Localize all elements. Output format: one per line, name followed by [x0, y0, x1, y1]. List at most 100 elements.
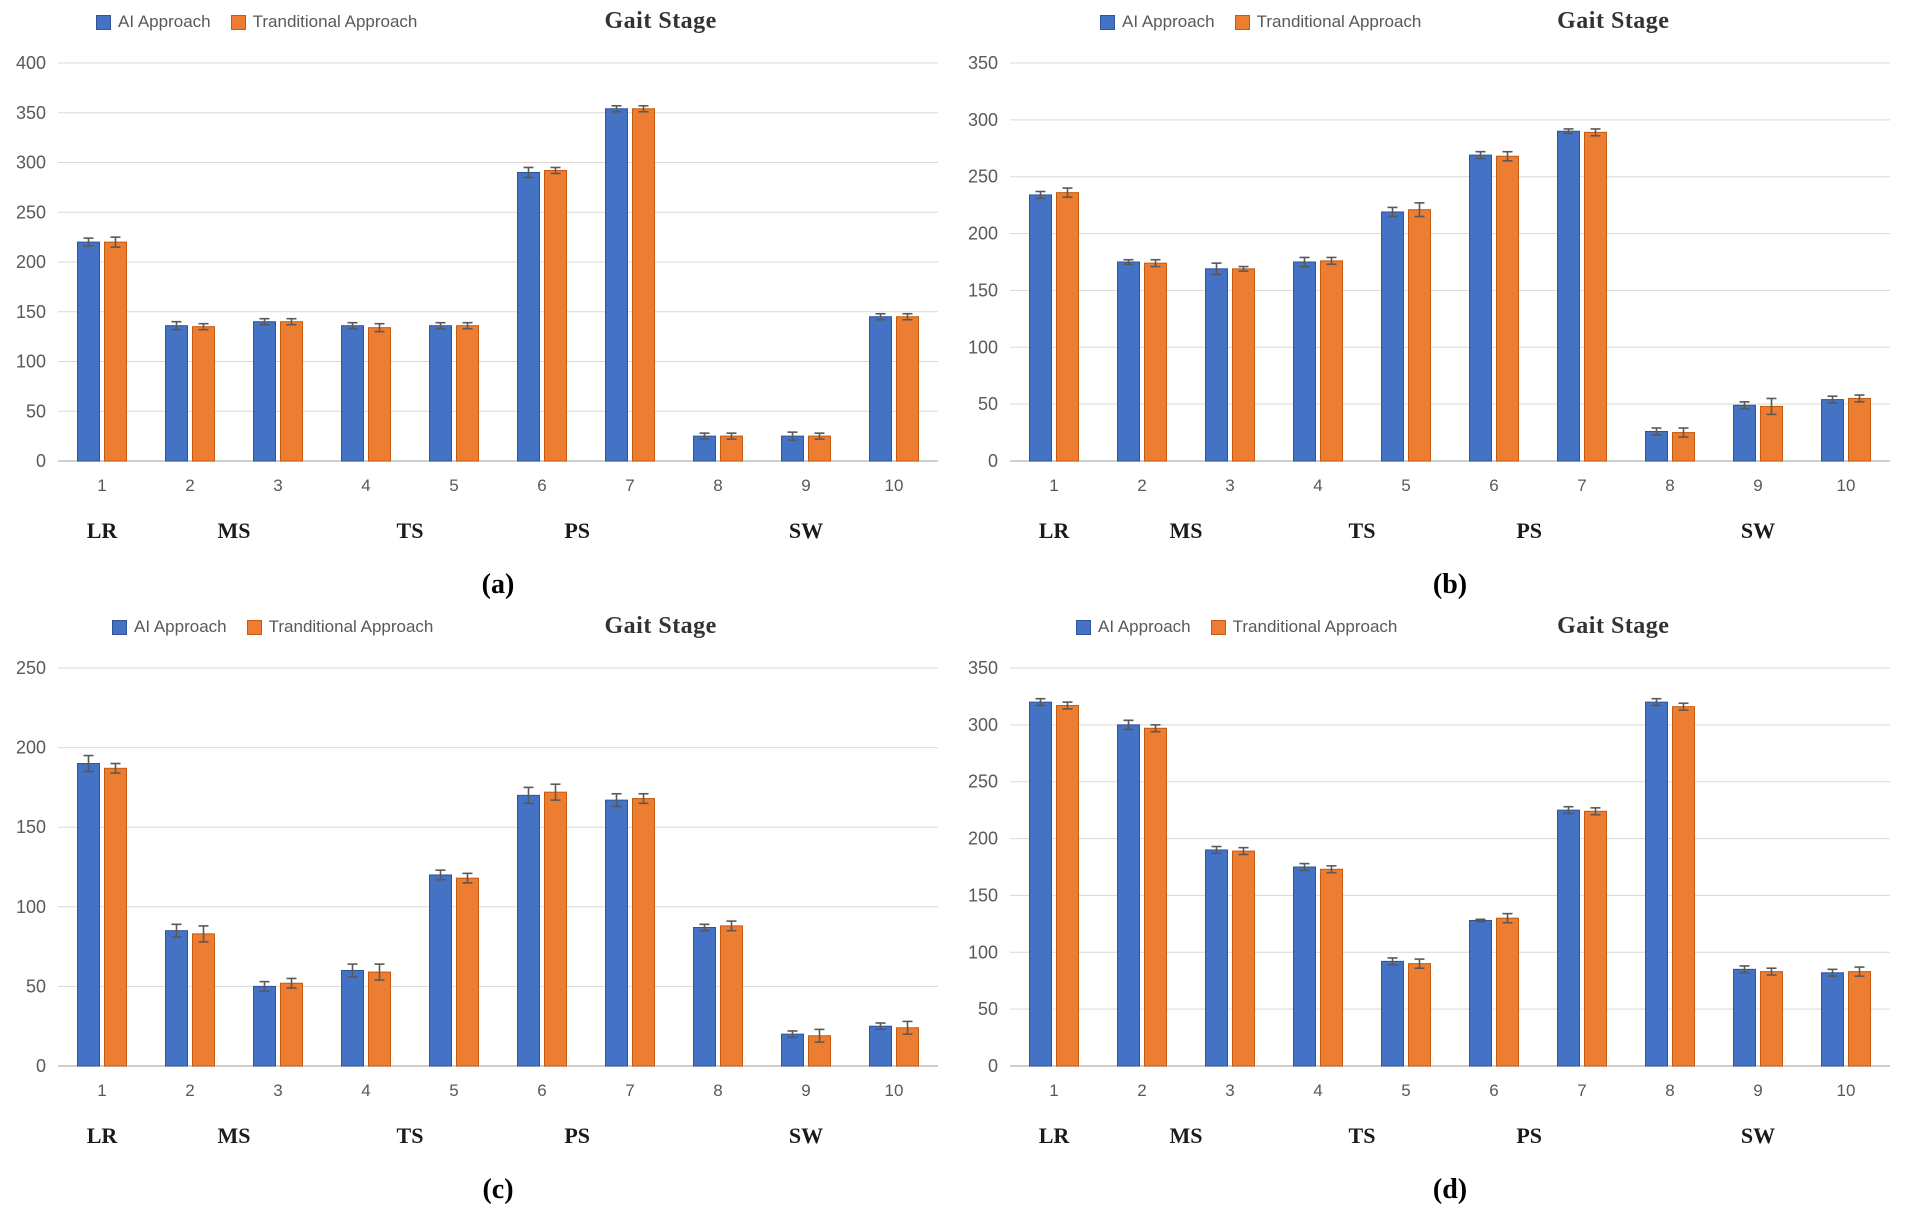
y-tick-label: 0: [988, 451, 998, 471]
error-bar: [286, 317, 297, 326]
bar-traditional: [1848, 397, 1871, 462]
bar-traditional: [632, 108, 655, 462]
error-bar: [1766, 397, 1777, 416]
x-tick-label: 4: [1313, 1081, 1322, 1100]
panel-letter: (a): [482, 569, 515, 600]
legend-b: AI Approach Tranditional Approach Gait S…: [952, 8, 1905, 38]
bar-ai: [1469, 154, 1492, 462]
error-bar: [1739, 965, 1750, 974]
y-tick-label: 100: [968, 337, 998, 357]
y-tick-label: 150: [16, 817, 46, 837]
error-bar: [171, 320, 182, 331]
group-label-lr: LR: [1039, 518, 1071, 543]
bar-traditional: [1760, 971, 1783, 1067]
bar-traditional: [1144, 262, 1167, 462]
bar-ai: [517, 171, 540, 462]
error-bar: [1035, 190, 1046, 200]
error-bar: [198, 925, 209, 943]
x-tick-label: 4: [361, 1081, 370, 1100]
error-bar: [1475, 918, 1486, 923]
bar-traditional: [544, 791, 567, 1067]
y-tick-label: 0: [36, 451, 46, 471]
legend-label-ai: AI Approach: [1122, 12, 1215, 31]
bar-traditional: [544, 169, 567, 462]
x-tick-label: 3: [1225, 476, 1234, 495]
bar-ai: [1381, 211, 1404, 462]
error-bar: [83, 754, 94, 773]
bar-traditional: [1232, 268, 1255, 462]
bar-traditional: [1144, 727, 1167, 1067]
error-bar: [1150, 258, 1161, 268]
error-bar: [374, 322, 385, 333]
y-tick-label: 300: [968, 110, 998, 130]
bar-traditional: [280, 321, 303, 462]
error-bar: [83, 237, 94, 247]
group-label-sw: SW: [1741, 518, 1775, 543]
x-tick-label: 1: [97, 476, 106, 495]
bar-traditional: [456, 325, 479, 462]
legend-swatch-ai-icon: [1100, 14, 1115, 30]
error-bar: [1414, 202, 1425, 218]
group-label-sw: SW: [789, 1123, 823, 1148]
error-bar: [1150, 724, 1161, 733]
error-bar: [875, 1022, 886, 1031]
x-tick-label: 7: [625, 1081, 634, 1100]
error-bar: [286, 977, 297, 989]
panel-letter: (b): [1433, 569, 1467, 600]
x-tick-label: 3: [1225, 1081, 1234, 1100]
error-bar: [1678, 702, 1689, 711]
x-tick-label: 3: [273, 476, 282, 495]
bar-ai: [1293, 261, 1316, 462]
x-tick-label: 9: [1753, 1081, 1762, 1100]
bar-traditional: [896, 316, 919, 462]
bar-ai: [1469, 919, 1492, 1067]
panel-c: AI Approach Tranditional Approach Gait S…: [0, 605, 952, 1218]
legend-label-traditional: Tranditional Approach: [252, 12, 418, 31]
x-tick-label: 2: [185, 1081, 194, 1100]
panel-letter: (c): [482, 1174, 513, 1205]
bar-ai: [693, 926, 716, 1067]
error-bar: [259, 980, 270, 992]
bar-traditional: [1496, 155, 1519, 462]
bar-traditional: [1408, 963, 1431, 1067]
y-tick-label: 250: [968, 772, 998, 792]
error-bar: [1211, 262, 1222, 276]
group-label-ts: TS: [1349, 518, 1376, 543]
error-bar: [1238, 265, 1249, 272]
bar-ai: [1117, 261, 1140, 462]
group-label-ts: TS: [1349, 1123, 1376, 1148]
error-bar: [171, 923, 182, 938]
y-tick-label: 50: [26, 401, 46, 421]
y-tick-label: 100: [16, 352, 46, 372]
legend-swatch-traditional-icon: [1210, 619, 1226, 635]
group-label-sw: SW: [1741, 1123, 1775, 1148]
bar-chart-c: 0 50 100 150 200 250 1 2 3 4 5 6 7 8 9 10 LR MS TS PS SW (c): [16, 658, 938, 1205]
error-bar: [462, 321, 473, 330]
error-bar: [1062, 187, 1073, 198]
legend-swatch-traditional-icon: [230, 14, 246, 30]
error-bar: [347, 321, 358, 330]
group-label-lr: LR: [87, 518, 119, 543]
legend-swatch-traditional-icon: [246, 619, 262, 635]
bar-ai: [605, 108, 628, 462]
group-label-ms: MS: [1170, 1123, 1203, 1148]
error-bar: [1123, 719, 1134, 731]
error-bar: [1387, 957, 1398, 966]
bar-traditional: [1848, 971, 1871, 1067]
x-tick-label: 10: [1837, 476, 1856, 495]
panel-b: AI Approach Tranditional Approach Gait S…: [952, 0, 1905, 605]
error-bar: [435, 321, 446, 330]
bar-ai: [429, 874, 452, 1067]
error-bar: [1299, 256, 1310, 268]
error-bar: [1414, 958, 1425, 970]
bar-ai: [781, 1033, 804, 1067]
legend-swatch-ai-icon: [1076, 619, 1091, 635]
legend-label-ai: AI Approach: [1098, 617, 1191, 636]
group-label-ts: TS: [397, 1123, 424, 1148]
bar-chart-b: 0 50 100 150 200 250 300 350 1 2 3 4 5 6 7 8 9 10 LR MS TS PS…: [968, 53, 1890, 600]
y-tick-label: 0: [36, 1056, 46, 1076]
y-tick-label: 50: [978, 394, 998, 414]
group-label-ps: PS: [564, 518, 590, 543]
error-bar: [374, 963, 385, 981]
error-bar: [699, 432, 710, 440]
